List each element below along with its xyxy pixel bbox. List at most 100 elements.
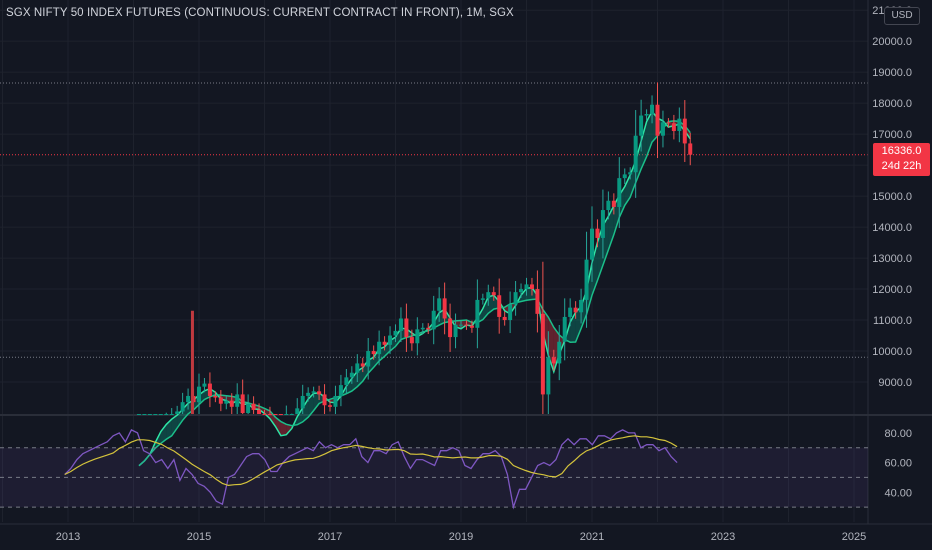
candle-body bbox=[338, 385, 343, 396]
x-tick-label: 2021 bbox=[580, 531, 604, 543]
bar-countdown: 24d 22h bbox=[881, 160, 922, 172]
candle-body bbox=[295, 408, 300, 414]
rsi-tick-label: 80.00 bbox=[884, 428, 912, 440]
candle-body bbox=[600, 210, 605, 238]
candle-body bbox=[508, 304, 513, 321]
candle-body bbox=[442, 298, 447, 319]
candle-body bbox=[317, 391, 322, 395]
candle-body bbox=[371, 351, 376, 355]
ma-cloud-segment bbox=[461, 319, 467, 329]
candle-body bbox=[213, 395, 218, 398]
candle-body bbox=[377, 341, 382, 355]
candle-body bbox=[207, 383, 212, 396]
candle-body bbox=[644, 113, 649, 116]
candle-body bbox=[557, 341, 562, 364]
ma-cloud-segment bbox=[166, 419, 172, 440]
candle-body bbox=[650, 104, 655, 114]
y-tick-label: 14000.0 bbox=[872, 222, 912, 234]
candle-body bbox=[224, 400, 229, 404]
ma-cloud-segment bbox=[395, 328, 401, 347]
candle-body bbox=[448, 318, 453, 338]
candle-body bbox=[480, 298, 485, 300]
candle-body bbox=[491, 292, 496, 296]
currency-badge[interactable]: USD bbox=[884, 7, 920, 25]
candle-body bbox=[229, 400, 234, 407]
candle-body bbox=[388, 335, 393, 345]
candle-body bbox=[590, 228, 594, 260]
candle-body bbox=[136, 414, 141, 415]
candle-body bbox=[267, 414, 272, 415]
axes: 21000.020000.019000.018000.017000.016000… bbox=[56, 5, 912, 543]
y-tick-label: 10000.0 bbox=[872, 346, 912, 358]
candle-body bbox=[284, 414, 289, 415]
candle-body bbox=[579, 299, 584, 313]
candle-body bbox=[186, 395, 191, 403]
candle-body bbox=[278, 414, 283, 415]
candle-body bbox=[164, 414, 169, 415]
candle-body bbox=[584, 259, 589, 300]
candle-body bbox=[409, 337, 414, 344]
ma-cloud-segment bbox=[586, 262, 592, 315]
ma-cloud-segment bbox=[302, 399, 309, 422]
candle-body bbox=[218, 397, 223, 404]
candle-body bbox=[235, 394, 240, 407]
candle-body bbox=[551, 357, 556, 364]
candle-body bbox=[677, 118, 682, 132]
candle-body bbox=[568, 307, 573, 317]
ma-cloud-segment bbox=[346, 378, 352, 394]
x-tick-label: 2013 bbox=[56, 531, 80, 543]
x-tick-label: 2015 bbox=[187, 531, 211, 543]
candle-body bbox=[486, 292, 491, 299]
rsi-tick-label: 60.00 bbox=[884, 458, 912, 470]
candle-body bbox=[344, 377, 349, 386]
candle-body bbox=[655, 104, 660, 136]
candle-body bbox=[464, 324, 469, 326]
spike-candle bbox=[190, 310, 194, 414]
rsi-ma-line bbox=[64, 435, 678, 487]
last-price-tag: 16336.0 24d 22h bbox=[873, 143, 930, 176]
candle-body bbox=[611, 200, 616, 207]
candle-body bbox=[562, 316, 567, 342]
candle-body bbox=[524, 284, 529, 290]
candle-body bbox=[158, 414, 163, 415]
ma-cloud-segment bbox=[526, 287, 532, 301]
candle-body bbox=[453, 324, 458, 338]
candle-body bbox=[497, 295, 502, 317]
ma-cloud-segment bbox=[608, 205, 614, 250]
candle-body bbox=[628, 172, 633, 175]
candle-body bbox=[666, 122, 671, 124]
candle-body bbox=[639, 115, 644, 136]
ma-cloud-segment bbox=[280, 421, 287, 436]
candles bbox=[136, 82, 693, 415]
y-tick-label: 17000.0 bbox=[872, 129, 912, 141]
candle-body bbox=[513, 292, 518, 305]
y-tick-label: 13000.0 bbox=[872, 253, 912, 265]
candle-body bbox=[502, 316, 507, 321]
y-tick-label: 15000.0 bbox=[872, 191, 912, 203]
candle-body bbox=[202, 383, 207, 387]
x-tick-label: 2019 bbox=[449, 531, 473, 543]
candle-body bbox=[366, 351, 371, 367]
candle-body bbox=[180, 402, 185, 412]
rsi-line bbox=[64, 429, 678, 510]
y-tick-label: 11000.0 bbox=[873, 315, 912, 327]
chart-title: SGX NIFTY 50 INDEX FUTURES (CONTINUOUS: … bbox=[6, 7, 514, 19]
candle-body bbox=[660, 122, 665, 136]
ma-cloud-segment bbox=[488, 295, 494, 314]
candle-body bbox=[175, 411, 180, 414]
candle-body bbox=[333, 395, 338, 407]
ma-slow-line bbox=[138, 120, 691, 467]
candle-body bbox=[273, 414, 278, 415]
y-tick-label: 19000.0 bbox=[872, 67, 912, 79]
ma-cloud-segment bbox=[581, 290, 587, 329]
candle-body bbox=[404, 318, 409, 338]
ma-cloud-segment bbox=[275, 417, 281, 436]
ma-fast-line bbox=[138, 110, 691, 467]
candle-body bbox=[262, 414, 267, 415]
candle-body bbox=[349, 372, 354, 378]
ma-cloud-segment bbox=[182, 403, 189, 421]
candle-body bbox=[240, 394, 245, 413]
candle-body bbox=[688, 143, 693, 155]
candle-body bbox=[540, 313, 545, 395]
